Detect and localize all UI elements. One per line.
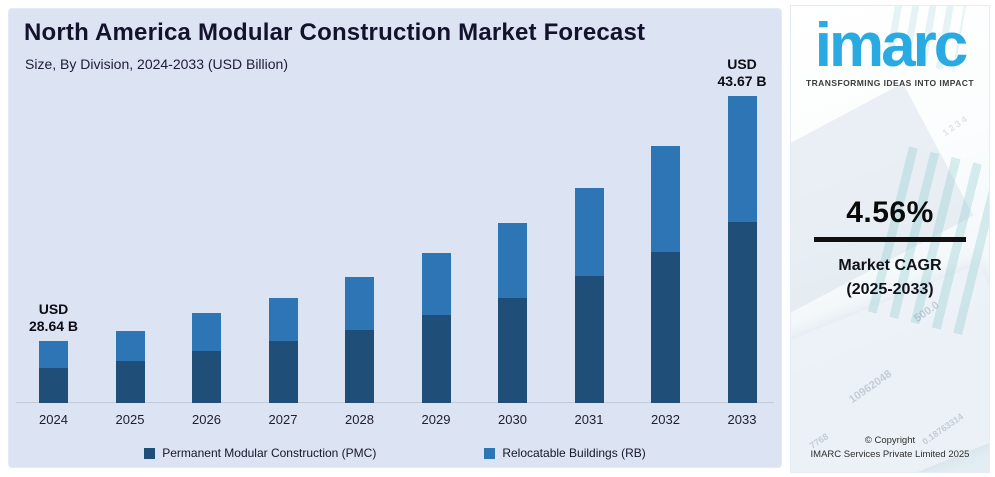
bar-2028 <box>345 277 374 403</box>
segment-permanent-modular-construction <box>192 351 221 403</box>
x-axis-label-2031: 2031 <box>574 412 604 427</box>
legend-item-rb: Relocatable Buildings (RB) <box>484 446 646 460</box>
chart-subtitle: Size, By Division, 2024-2033 (USD Billio… <box>25 56 288 72</box>
segment-relocatable-buildings <box>651 146 680 252</box>
chart-card: North America Modular Construction Marke… <box>8 8 782 468</box>
bar-2031 <box>574 188 604 403</box>
imarc-logo: imarc TRANSFORMING IDEAS INTO IMPACT <box>791 11 989 89</box>
segment-relocatable-buildings <box>268 298 298 341</box>
segment-relocatable-buildings <box>498 223 527 298</box>
cagr-underline <box>814 237 966 242</box>
bar-2025 <box>115 331 145 403</box>
legend-swatch-pmc <box>144 447 156 459</box>
bar-2027 <box>268 298 298 403</box>
legend-label-pmc: Permanent Modular Construction (PMC) <box>162 446 377 460</box>
segment-permanent-modular-construction <box>421 315 451 403</box>
x-axis-label-2028: 2028 <box>345 412 374 427</box>
segment-permanent-modular-construction <box>39 368 68 403</box>
cagr-value: 4.56% <box>846 196 934 229</box>
bar-2032 <box>651 146 680 403</box>
bar-2033 <box>727 96 757 403</box>
legend-item-pmc: Permanent Modular Construction (PMC) <box>144 446 376 460</box>
legend-swatch-rb <box>484 447 496 459</box>
segment-permanent-modular-construction <box>268 341 298 403</box>
bar-2024 <box>39 341 68 403</box>
segment-relocatable-buildings <box>421 253 451 315</box>
watermark-number: 500.0 <box>912 299 942 325</box>
brand-panel: 10962048 0.18763314 500.0 7768 1 2 3 4 i… <box>790 5 990 473</box>
x-axis-label-2032: 2032 <box>651 412 680 427</box>
x-axis-label-2029: 2029 <box>421 412 451 427</box>
segment-permanent-modular-construction <box>345 330 374 403</box>
data-label-2033: USD 43.67 B <box>717 56 767 89</box>
segment-permanent-modular-construction <box>498 298 527 403</box>
imarc-logo-tagline: TRANSFORMING IDEAS INTO IMPACT <box>805 78 975 88</box>
x-axis-label-2026: 2026 <box>192 412 221 427</box>
segment-relocatable-buildings <box>39 341 68 368</box>
imarc-logo-text: imarc <box>814 11 968 80</box>
data-label-2024: USD 28.64 B <box>28 301 79 334</box>
watermark-number: 1 2 3 4 <box>940 114 969 138</box>
x-axis-line <box>16 402 774 403</box>
watermark-number: 10962048 <box>846 368 894 406</box>
x-axis-label-2033: 2033 <box>727 412 757 427</box>
segment-relocatable-buildings <box>574 188 604 276</box>
x-axis-label-2024: 2024 <box>39 412 68 427</box>
x-axis-label-2030: 2030 <box>498 412 527 427</box>
segment-relocatable-buildings <box>115 331 145 361</box>
cagr-period: (2025-2033) <box>846 281 934 298</box>
segment-relocatable-buildings <box>192 313 221 351</box>
chart-legend: Permanent Modular Construction (PMC) Rel… <box>9 446 781 460</box>
cagr-block: 4.56% Market CAGR (2025-2033) <box>791 196 989 302</box>
segment-relocatable-buildings <box>727 96 757 222</box>
segment-relocatable-buildings <box>345 277 374 330</box>
chart-title: North America Modular Construction Marke… <box>24 19 646 46</box>
copyright: © Copyright IMARC Services Private Limit… <box>791 434 989 462</box>
segment-permanent-modular-construction <box>727 222 757 403</box>
bar-2026 <box>192 313 221 403</box>
copyright-line2: IMARC Services Private Limited 2025 <box>810 449 970 460</box>
plot-area: 2024 2025 2026 2027 2028 2029 2030 2031 2032 2033… <box>9 9 781 467</box>
segment-permanent-modular-construction <box>651 252 680 403</box>
legend-label-rb: Relocatable Buildings (RB) <box>502 446 646 460</box>
copyright-line1: © Copyright <box>864 435 916 446</box>
bar-2029 <box>421 253 451 403</box>
bar-2030 <box>498 223 527 403</box>
cagr-label: Market CAGR <box>838 257 942 274</box>
segment-permanent-modular-construction <box>115 361 145 403</box>
segment-permanent-modular-construction <box>574 276 604 403</box>
x-axis-label-2027: 2027 <box>268 412 298 427</box>
x-axis-label-2025: 2025 <box>115 412 145 427</box>
